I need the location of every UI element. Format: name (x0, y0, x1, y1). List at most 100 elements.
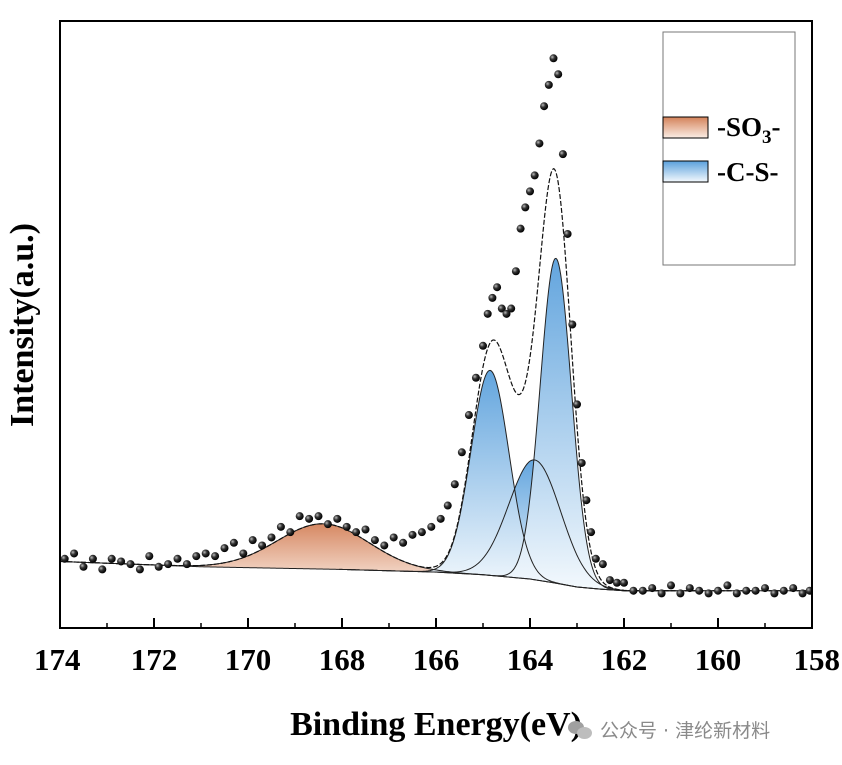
data-point (751, 586, 760, 595)
data-point (352, 528, 361, 537)
data-point (70, 549, 79, 558)
data-point (154, 562, 163, 571)
data-point (333, 514, 342, 523)
data-point (88, 554, 97, 563)
data-point (471, 373, 480, 382)
legend-swatch-cs (662, 160, 709, 183)
data-point (761, 584, 769, 593)
data-point (417, 528, 426, 537)
data-point (192, 552, 201, 561)
data-point (558, 150, 567, 159)
data-point (258, 541, 267, 550)
data-point (361, 525, 370, 534)
data-point (676, 589, 685, 598)
envelope-line (60, 168, 812, 592)
data-point (714, 586, 722, 595)
data-point (732, 589, 741, 598)
data-point (502, 309, 511, 318)
data-point (457, 448, 466, 457)
x-tick-label: 174 (34, 642, 81, 677)
data-point (408, 530, 417, 539)
data-point (629, 586, 638, 595)
data-point (549, 54, 558, 63)
data-point (770, 589, 779, 598)
legend: -SO3- -C-S- (662, 31, 796, 266)
data-point (323, 520, 332, 529)
y-axis-title: Intensity(a.u.) (4, 223, 41, 427)
x-tick-label: 168 (319, 642, 366, 677)
data-point (544, 80, 553, 89)
data-point (342, 522, 351, 531)
x-tick-label: 172 (131, 642, 178, 677)
data-point (389, 533, 398, 542)
data-point (587, 528, 596, 537)
data-point (483, 309, 492, 318)
data-point (220, 544, 229, 553)
data-point (135, 565, 144, 574)
legend-box (662, 31, 796, 266)
data-point (530, 171, 539, 180)
data-point (117, 557, 126, 566)
data-point (742, 586, 751, 595)
data-point (573, 400, 581, 409)
data-point (488, 293, 497, 302)
data-point (577, 458, 586, 467)
data-point (267, 533, 276, 542)
x-tick-label: 164 (507, 642, 554, 677)
data-point (497, 304, 506, 313)
measured-points (60, 54, 812, 598)
data-point (164, 560, 173, 569)
data-point (211, 552, 220, 561)
data-point (723, 581, 732, 590)
data-point (443, 501, 452, 510)
data-point (648, 584, 657, 593)
data-point (657, 589, 666, 598)
wechat-icon (568, 719, 594, 741)
component-fill-3 (438, 258, 673, 591)
data-point (79, 562, 88, 571)
legend-swatch-so3 (662, 116, 709, 139)
watermark: 公众号 · 津纶新材料 (568, 716, 770, 743)
data-point (276, 522, 285, 531)
data-point (145, 552, 154, 561)
x-tick-label: 162 (601, 642, 648, 677)
data-point (464, 411, 473, 420)
data-point (591, 554, 600, 563)
data-point (286, 528, 295, 537)
data-point (667, 581, 675, 590)
data-point (479, 341, 487, 350)
data-point (370, 536, 379, 545)
component-fill-1 (347, 370, 632, 591)
data-point (450, 480, 459, 489)
data-point (605, 576, 614, 585)
data-point (526, 187, 534, 196)
x-axis-title: Binding Energy(eV) (290, 706, 582, 743)
x-tick-label: 166 (413, 642, 460, 677)
data-point (598, 560, 607, 569)
data-point (704, 589, 713, 598)
data-point (229, 538, 238, 547)
legend-label-cs: -C-S- (717, 157, 779, 187)
component-fill-0 (60, 523, 669, 591)
x-axis-ticks: 174 172 170 168 166 164 162 160 158 (34, 618, 840, 677)
data-point (535, 139, 544, 148)
data-point (612, 578, 621, 587)
component-fills (60, 258, 730, 591)
data-point (695, 586, 704, 595)
data-point (493, 283, 502, 292)
data-point (314, 512, 323, 521)
data-point (685, 584, 694, 593)
data-point (798, 589, 807, 598)
data-point (511, 267, 520, 276)
x-tick-label: 158 (794, 642, 841, 677)
data-point (295, 512, 304, 521)
data-point (563, 229, 572, 238)
data-point (507, 304, 516, 313)
data-point (540, 102, 549, 111)
x-tick-label: 160 (695, 642, 742, 677)
data-point (399, 538, 408, 547)
data-point (554, 70, 563, 79)
data-point (98, 565, 107, 574)
data-point (568, 320, 577, 329)
